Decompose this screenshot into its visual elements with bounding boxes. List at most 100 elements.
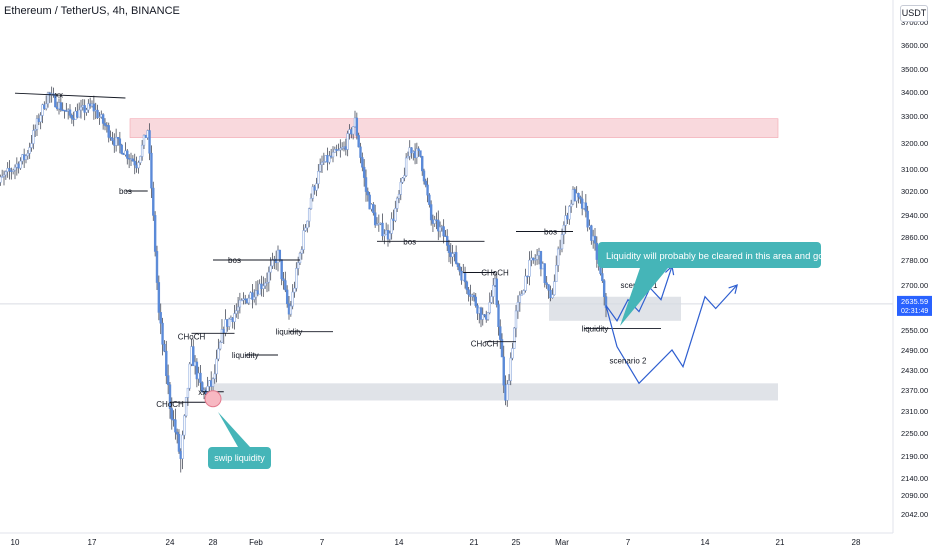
candle-body [105, 125, 109, 127]
candle-body [429, 204, 433, 221]
currency-button[interactable]: USDT [900, 5, 928, 22]
candle-body [395, 197, 399, 209]
candle [247, 294, 251, 306]
candle-body [569, 203, 573, 207]
candle [530, 250, 533, 267]
candle [366, 187, 370, 202]
candle [155, 245, 159, 291]
candle [37, 113, 41, 126]
candle [454, 245, 458, 265]
candle [549, 285, 552, 302]
candle [76, 103, 79, 119]
candle [129, 152, 133, 167]
candle-body [318, 164, 322, 172]
candle-body [506, 384, 509, 401]
candle [463, 266, 467, 289]
candle-body [433, 219, 436, 224]
candle-body [401, 177, 404, 183]
candle [4, 170, 8, 180]
candle [105, 121, 109, 133]
candle [251, 284, 254, 309]
candle [590, 224, 593, 245]
candle [383, 229, 386, 245]
candle [183, 414, 186, 440]
candle [17, 161, 20, 174]
price-tick-label: 2140.00 [901, 474, 928, 483]
candle-body [267, 271, 271, 283]
candle-body [463, 272, 467, 283]
candle [300, 246, 304, 260]
candle-body [124, 150, 127, 156]
candle-body [465, 281, 469, 291]
candle [66, 108, 70, 120]
candle-body [304, 227, 307, 231]
structure-label: CHoCH [156, 400, 184, 409]
candle-body [284, 280, 287, 291]
candle-body [109, 136, 112, 139]
candle-body [447, 245, 451, 253]
candle-body [366, 191, 370, 196]
candle-body [113, 140, 116, 146]
candle-body [311, 186, 315, 199]
structure-marks-layer: xx bos CHoCH CHoCH xx bos liquidity liquidity bo… [14, 90, 661, 409]
candle [10, 167, 13, 180]
candle-body [383, 233, 386, 237]
candle-body [320, 162, 324, 166]
candle [351, 126, 355, 140]
candle [289, 300, 293, 317]
time-tick-label: 14 [701, 538, 710, 547]
time-tick-label: 28 [852, 538, 861, 547]
candle [148, 123, 151, 161]
candle [313, 184, 316, 195]
price-axis[interactable]: 3700.00 3600.00 3500.00 3400.00 3300.00 3200.… [897, 18, 932, 519]
symbol-title[interactable]: Ethereum / TetherUS, 4h, BINANCE [4, 5, 180, 17]
candle [342, 141, 346, 152]
candle-body [251, 292, 254, 300]
candle-body [0, 176, 4, 178]
liquidity-callout-text: Liquidity will probably be cleared in th… [606, 251, 839, 262]
swip-callout-text: swip liquidity [214, 453, 265, 463]
candle-body [553, 281, 556, 296]
candle [541, 261, 545, 270]
candle-body [10, 170, 13, 172]
candle [142, 134, 146, 149]
candle [184, 397, 188, 418]
candle-body [454, 252, 458, 264]
liquidity-callout [598, 242, 821, 268]
candle-body [342, 146, 346, 148]
candle-body [403, 175, 406, 179]
candle [133, 153, 136, 175]
time-axis[interactable]: 10 17 24 28 Feb 7 14 21 25 Mar 7 14 21 28 [11, 538, 861, 547]
candle-body [472, 294, 476, 298]
candle [72, 111, 75, 127]
candle-body [490, 296, 493, 303]
candle [375, 217, 379, 226]
candle [318, 158, 322, 173]
candle [146, 129, 149, 140]
candle-body [139, 156, 142, 163]
candle-body [4, 171, 8, 176]
candle-body [83, 105, 86, 113]
candle [79, 99, 83, 119]
candle [532, 257, 535, 264]
candle-body [584, 202, 588, 212]
candle-body [513, 327, 516, 349]
last-price-tag[interactable]: 2635.59 02:31:49 [897, 295, 932, 316]
price-tick-label: 2370.00 [901, 386, 928, 395]
candle [83, 99, 86, 121]
candle [317, 164, 320, 189]
candle [217, 338, 220, 362]
candle [556, 246, 560, 272]
candle [284, 271, 287, 293]
candles-layer [0, 86, 608, 473]
candle-body [577, 193, 580, 198]
price-tick-label: 3300.00 [901, 112, 928, 121]
candle-body [520, 293, 523, 296]
candle-body [68, 109, 72, 116]
time-tick-label: 25 [512, 538, 521, 547]
candle [353, 110, 357, 128]
candle [32, 124, 35, 150]
candle-body [100, 114, 103, 118]
